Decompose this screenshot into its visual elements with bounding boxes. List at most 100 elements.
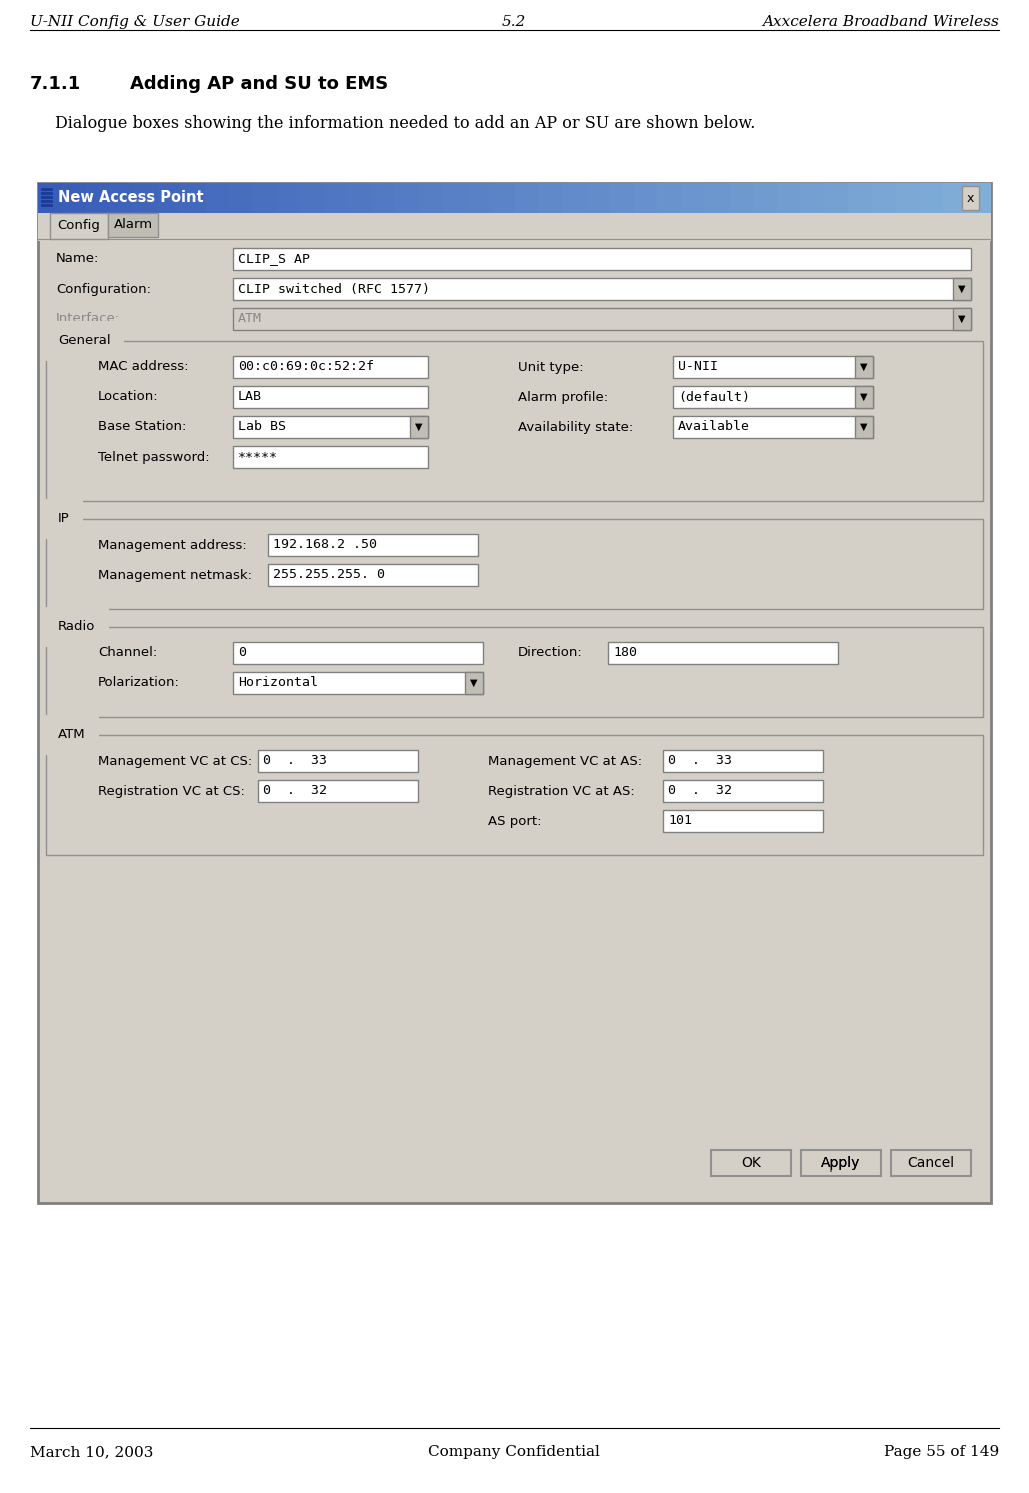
- Text: x: x: [966, 191, 973, 205]
- Bar: [608, 642, 838, 664]
- Text: Location:: Location:: [98, 391, 158, 403]
- Bar: [663, 811, 823, 832]
- Text: Direction:: Direction:: [518, 646, 582, 660]
- Bar: [610, 184, 634, 213]
- Bar: [258, 749, 418, 772]
- Bar: [634, 184, 658, 213]
- Text: Cancel: Cancel: [908, 1156, 955, 1171]
- Text: 192.168.2 .50: 192.168.2 .50: [273, 539, 377, 551]
- Bar: [538, 184, 562, 213]
- Bar: [300, 184, 324, 213]
- Text: 0  .  32: 0 . 32: [263, 784, 327, 797]
- Text: Unit type:: Unit type:: [518, 360, 583, 373]
- Text: Dialogue boxes showing the information needed to add an AP or SU are shown below: Dialogue boxes showing the information n…: [55, 115, 755, 131]
- Text: Page 55 of 149: Page 55 of 149: [884, 1445, 999, 1459]
- Bar: [514, 184, 538, 213]
- Bar: [658, 184, 681, 213]
- Bar: [233, 278, 971, 300]
- Bar: [38, 184, 62, 213]
- Text: Management VC at CS:: Management VC at CS:: [98, 754, 252, 767]
- Text: LAB: LAB: [238, 391, 262, 403]
- Text: (default): (default): [678, 391, 750, 403]
- Text: 0: 0: [238, 646, 246, 660]
- Bar: [324, 184, 348, 213]
- Text: March 10, 2003: March 10, 2003: [30, 1445, 153, 1459]
- Bar: [824, 184, 848, 213]
- Bar: [673, 417, 873, 437]
- Text: ▼: ▼: [958, 284, 966, 294]
- Bar: [562, 184, 586, 213]
- Bar: [276, 184, 300, 213]
- Bar: [855, 417, 873, 437]
- Bar: [410, 417, 428, 437]
- Text: Lab BS: Lab BS: [238, 421, 286, 433]
- Bar: [419, 184, 443, 213]
- Text: CLIP_S AP: CLIP_S AP: [238, 252, 310, 266]
- Text: Alarm profile:: Alarm profile:: [518, 391, 608, 403]
- Text: 0  .  33: 0 . 33: [668, 754, 732, 767]
- Text: Radio: Radio: [58, 621, 96, 633]
- Bar: [673, 355, 873, 378]
- Bar: [228, 184, 252, 213]
- Text: ▼: ▼: [470, 678, 477, 688]
- Bar: [801, 184, 824, 213]
- Bar: [705, 184, 729, 213]
- Bar: [233, 642, 483, 664]
- Bar: [252, 184, 276, 213]
- Text: CLIP switched (RFC 1577): CLIP switched (RFC 1577): [238, 282, 430, 296]
- Text: AS port:: AS port:: [488, 815, 541, 827]
- Bar: [855, 355, 873, 378]
- Text: Registration VC at AS:: Registration VC at AS:: [488, 784, 635, 797]
- Text: Management address:: Management address:: [98, 539, 247, 551]
- Bar: [108, 213, 158, 237]
- Bar: [62, 184, 85, 213]
- Text: ATM: ATM: [58, 729, 85, 742]
- Bar: [134, 184, 157, 213]
- Text: New Access Point: New Access Point: [58, 191, 204, 206]
- Bar: [777, 184, 801, 213]
- Bar: [465, 672, 483, 694]
- Text: Config: Config: [58, 219, 101, 233]
- Text: ▼: ▼: [860, 393, 867, 402]
- Bar: [801, 1150, 881, 1176]
- Text: 5.2: 5.2: [502, 15, 526, 28]
- Bar: [348, 184, 371, 213]
- Bar: [38, 184, 991, 1203]
- Text: 7.1.1: 7.1.1: [30, 75, 81, 93]
- Bar: [258, 779, 418, 802]
- Text: IP: IP: [58, 512, 70, 526]
- Text: Available: Available: [678, 421, 750, 433]
- Text: MAC address:: MAC address:: [98, 360, 188, 373]
- Bar: [967, 184, 991, 213]
- Text: ▼: ▼: [860, 423, 867, 431]
- Bar: [233, 355, 428, 378]
- Text: Axxcelera Broadband Wireless: Axxcelera Broadband Wireless: [762, 15, 999, 28]
- Text: Apply: Apply: [821, 1156, 860, 1171]
- Bar: [920, 184, 944, 213]
- Text: 00:c0:69:0c:52:2f: 00:c0:69:0c:52:2f: [238, 360, 374, 373]
- Text: Management VC at AS:: Management VC at AS:: [488, 754, 642, 767]
- Bar: [855, 387, 873, 408]
- Text: U-NII: U-NII: [678, 360, 718, 373]
- Bar: [711, 1150, 791, 1176]
- Bar: [46, 627, 983, 717]
- Text: Adding AP and SU to EMS: Adding AP and SU to EMS: [130, 75, 388, 93]
- Text: Name:: Name:: [56, 252, 100, 266]
- Text: 180: 180: [613, 646, 637, 660]
- Text: Interface:: Interface:: [56, 312, 120, 325]
- Bar: [205, 184, 228, 213]
- Text: ▼: ▼: [958, 314, 966, 324]
- Text: Registration VC at CS:: Registration VC at CS:: [98, 784, 245, 797]
- Bar: [895, 184, 920, 213]
- Bar: [38, 213, 991, 240]
- Bar: [395, 184, 419, 213]
- Bar: [233, 387, 428, 408]
- Text: *****: *****: [238, 451, 278, 463]
- Text: 0  .  33: 0 . 33: [263, 754, 327, 767]
- Bar: [681, 184, 705, 213]
- Bar: [663, 749, 823, 772]
- Bar: [157, 184, 181, 213]
- Text: General: General: [58, 334, 111, 348]
- Bar: [46, 520, 983, 609]
- Bar: [233, 248, 971, 270]
